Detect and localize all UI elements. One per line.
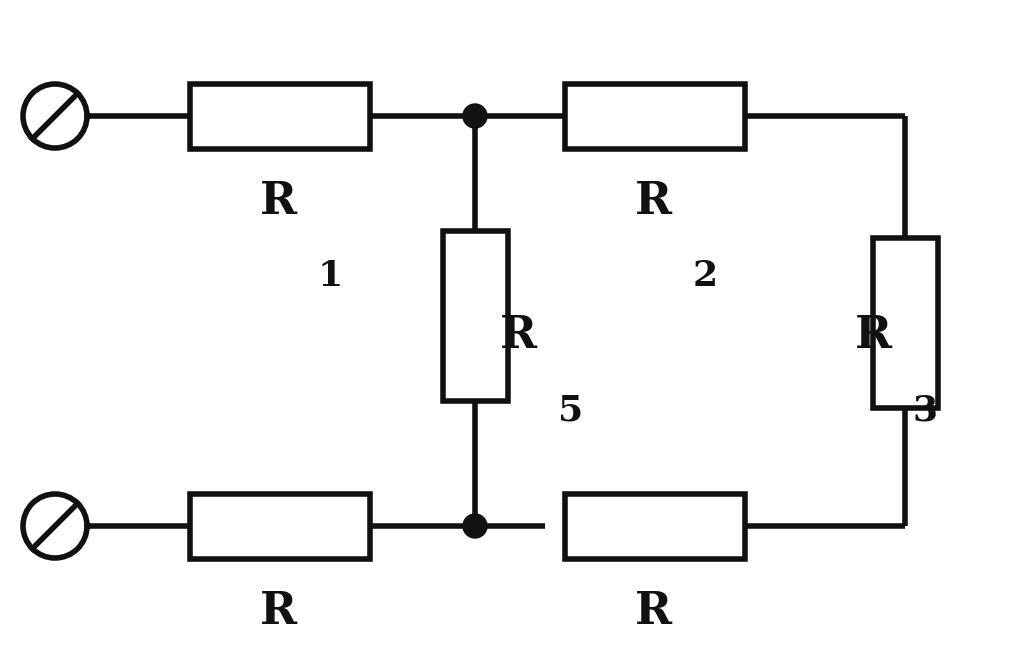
Text: 1: 1	[317, 258, 343, 293]
Text: 5: 5	[558, 393, 583, 428]
Text: R: R	[855, 315, 892, 357]
Bar	[190, 494, 370, 559]
Bar	[565, 83, 745, 149]
Text: R: R	[260, 180, 297, 222]
Text: 3: 3	[912, 393, 938, 428]
Text: 2: 2	[692, 258, 718, 293]
Circle shape	[463, 104, 487, 128]
Bar	[565, 494, 745, 559]
Text: R: R	[260, 590, 297, 632]
Text: R: R	[635, 180, 672, 222]
Bar	[442, 231, 508, 401]
Circle shape	[463, 514, 487, 538]
Text: R: R	[635, 590, 672, 632]
Bar	[190, 83, 370, 149]
Bar	[872, 238, 938, 408]
Text: R: R	[500, 315, 538, 357]
